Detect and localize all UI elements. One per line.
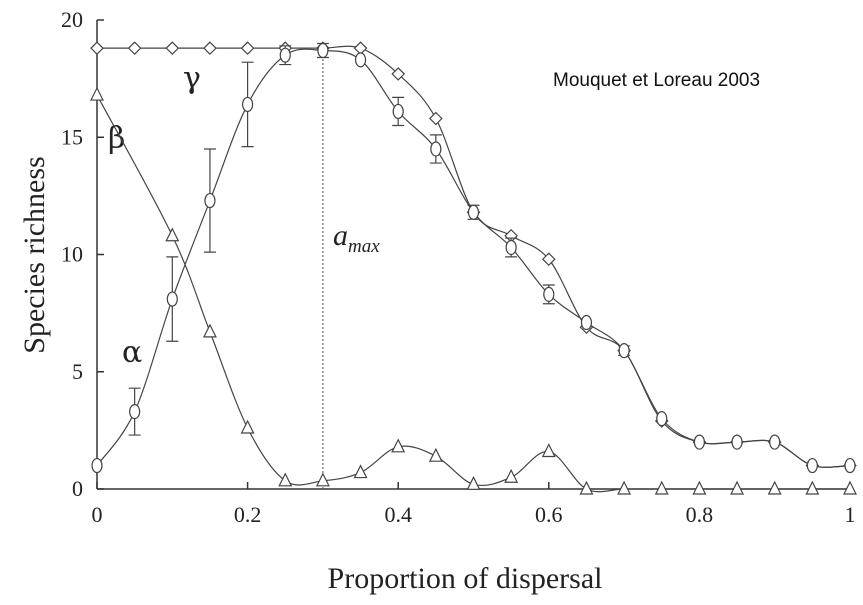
triangle-marker (843, 480, 857, 495)
circle-marker (543, 286, 555, 302)
triangle-marker (654, 480, 669, 495)
triangle-marker (767, 480, 782, 495)
triangle-marker (240, 419, 255, 434)
circle-marker (317, 42, 329, 59)
triangle-marker (315, 472, 330, 487)
diamond-marker (90, 41, 104, 55)
circle-marker (467, 204, 480, 220)
x-tick-label: 0.6 (535, 502, 563, 527)
circle-marker (844, 457, 856, 474)
triangle-marker (805, 480, 820, 495)
circle-marker (806, 457, 818, 474)
triangle-marker (730, 480, 745, 495)
x-tick-label: 0 (92, 502, 103, 527)
circle-marker (580, 314, 593, 331)
x-axis-label: Proportion of dispersal (328, 562, 603, 595)
circle-marker (242, 96, 254, 113)
y-axis-label: Species richness (18, 156, 51, 353)
circle-marker (166, 291, 178, 307)
gamma-label: γ (183, 61, 201, 96)
circle-marker (204, 192, 216, 209)
circle-marker (618, 343, 630, 359)
circle-marker (279, 47, 291, 63)
circle-marker (505, 239, 517, 256)
triangle-marker (90, 86, 104, 101)
series-line (96, 48, 851, 468)
circle-marker (731, 434, 743, 450)
circle-marker (129, 404, 141, 420)
circle-marker (693, 434, 706, 450)
x-tick-label: 0.2 (234, 502, 262, 527)
diamond-marker (391, 67, 406, 81)
triangle-marker (617, 480, 632, 495)
diamond-marker (165, 41, 180, 55)
diamond-marker (541, 252, 556, 267)
diamond-marker (127, 41, 142, 55)
circle-marker (354, 52, 367, 68)
diamond-marker (240, 41, 255, 55)
x-tick-label: 1 (845, 502, 856, 527)
triangle-marker (466, 475, 481, 490)
triangle-marker (353, 464, 368, 479)
circle-marker (769, 434, 781, 450)
y-tick-label: 15 (61, 124, 83, 149)
beta-label: β (108, 121, 125, 156)
citation: Mouquet et Loreau 2003 (553, 70, 760, 91)
y-tick-label: 5 (72, 359, 83, 384)
triangle-marker (428, 447, 443, 462)
circle-marker (91, 457, 103, 474)
y-tick-label: 0 (72, 476, 83, 501)
triangle-marker (202, 323, 217, 338)
triangle-marker (165, 227, 180, 242)
series-line (97, 45, 851, 468)
triangle-marker (504, 468, 519, 483)
y-tick-label: 10 (61, 242, 83, 267)
circle-marker (430, 141, 442, 157)
triangle-marker (692, 480, 707, 495)
alpha-label: α (122, 335, 142, 370)
triangle-marker (391, 438, 406, 453)
triangle-marker (579, 480, 594, 495)
y-tick-label: 20 (61, 7, 83, 32)
triangle-marker (541, 443, 556, 458)
circle-marker (392, 103, 404, 120)
diamond-marker (203, 41, 217, 55)
circle-marker (656, 411, 668, 427)
diamond-marker (429, 111, 443, 126)
x-tick-label: 0.4 (384, 502, 412, 527)
amax-sub: max (348, 236, 380, 257)
amax-label: amax (333, 219, 380, 257)
x-tick-label: 0.8 (686, 502, 714, 527)
amax-main: a (333, 219, 348, 252)
triangle-marker (278, 472, 293, 487)
